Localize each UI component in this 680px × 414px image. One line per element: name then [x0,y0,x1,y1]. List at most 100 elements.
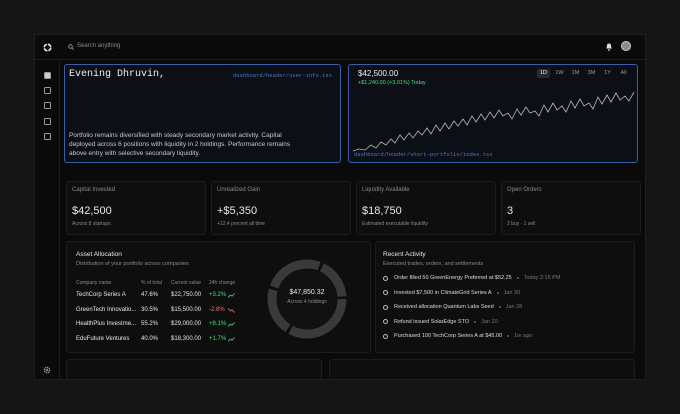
stat-label: Liquidity Available [362,187,410,193]
allocation-title: Asset Allocation [76,251,122,258]
stat-value: +$5,350 [217,205,258,217]
nav-portfolio[interactable] [44,87,51,94]
nav-settings[interactable] [43,366,51,374]
table-cell: 30.5% [141,306,159,313]
greeting-card [64,64,341,163]
stat-value: $18,750 [362,205,402,217]
source-file-label: dashboard/header/user-info.tsx [233,72,333,79]
stat-card [66,181,206,235]
activity-icon [383,290,388,295]
top-bar [35,35,645,60]
activity-row[interactable]: Order filled 50 GreenEnergy Preferred at… [394,275,560,281]
activity-row[interactable]: Invested $7,500 in ClimateGrid Series A J… [394,290,520,296]
greeting-title: Evening Dhruvin, [69,69,166,80]
table-cell: +3.2% [209,292,227,298]
column-header: Company name [76,280,112,286]
separator-dot [474,320,477,323]
stat-card [211,181,351,235]
table-cell: -2.8% [209,306,225,313]
placeholder-card [66,359,322,379]
stat-label: Open Orders [507,187,542,193]
table-cell: 47.6% [141,292,159,298]
portfolio-value: $42,500.00 [358,69,399,78]
activity-text: Invested $7,500 in ClimateGrid Series A [394,289,492,296]
allocation-donut [267,259,347,339]
separator-dot [496,291,499,294]
trend-icon [228,336,235,342]
activity-text: Purchased 100 TechCorp Series A at $45.0… [394,333,503,339]
company-name[interactable]: GreenTech Innovatio... [76,306,137,313]
portfolio-card [348,64,638,163]
portfolio-summary: Portfolio remains diversified with stead… [69,132,291,157]
activity-text: Refund issued SolarEdge STO [394,318,470,325]
trend-icon [228,322,235,327]
activity-icon [383,333,388,339]
stat-label: Unrealized Gain [217,187,261,193]
source-file-label: dashboard/header/short-portfolio/index.t… [354,151,493,158]
range-tab[interactable]: 1W [555,70,564,76]
activity-row[interactable]: Received allocation Quantum Labs Seed Jan… [394,304,522,310]
trend-icon [228,307,235,313]
activity-time: Today 2:15 PM [523,275,561,281]
range-tab[interactable]: All [620,70,627,76]
table-cell: $18,300.00 [171,335,202,342]
activity-text: Received allocation Quantum Labs Seed [394,304,494,310]
separator-dot [516,277,519,279]
logo[interactable] [43,43,52,52]
range-tab[interactable]: 1Y [604,70,611,76]
stat-note: 2 buy · 1 sell [507,221,536,227]
table-cell: 40.0% [141,335,159,342]
activity-time: 1w ago [514,333,532,339]
trend-icon [228,293,235,298]
search-input[interactable]: Search anything [77,43,121,49]
activity-time: Jan 28 [505,304,523,310]
activity-text: Order filled 50 GreenEnergy Preferred at… [394,275,512,281]
company-name[interactable]: HealthPlus Investme... [76,321,137,327]
company-name[interactable]: TechCorp Series A [76,292,126,298]
nav-messages[interactable] [44,102,51,109]
nav-documents[interactable] [44,133,51,140]
separator-dot [498,306,501,308]
activity-icon [383,304,388,310]
sidebar [35,59,60,379]
range-tab[interactable]: 3M [587,70,596,76]
range-tab[interactable]: 1M [571,70,580,76]
activity-panel [375,241,635,353]
activity-row[interactable]: Purchased 100 TechCorp Series A at $45.0… [394,333,532,339]
stat-note: Across 8 startups [72,221,111,227]
activity-row[interactable]: Refund issued SolarEdge STO Jan 20 [394,319,498,325]
portfolio-change: +$1,240.00 (+3.01%) Today [358,80,426,86]
table-cell: $15,500.00 [171,306,202,313]
range-tabs: 1D 1W 1M 3M 1Y All [537,69,630,78]
donut-total: $47,850.32 [289,289,325,296]
company-name[interactable]: EduFuture Ventures [76,335,130,342]
activity-time: Jan 20 [481,318,498,325]
table-cell: +8.1% [209,321,227,327]
stat-note: +12.4 percent all time [217,221,265,227]
activity-subtitle: Executed trades, orders, and settlements [383,261,484,267]
stat-value: 3 [507,205,514,217]
donut-note: Across 4 holdings [287,299,327,305]
range-tab[interactable]: 1D [537,69,550,78]
table-cell: $29,000.00 [171,321,202,327]
table-cell: $22,750.00 [171,292,202,298]
search-icon [68,44,74,50]
stat-value: $42,500 [72,205,112,217]
nav-dashboard[interactable] [44,72,51,79]
allocation-subtitle: Distribution of your portfolio across co… [76,261,189,267]
placeholder-card [329,359,635,379]
table-cell: 55.2% [141,321,159,327]
activity-icon [383,319,388,324]
notification-bell[interactable] [605,42,613,51]
column-header: 24h change [209,280,236,286]
separator-dot [507,335,510,337]
stat-card [501,181,641,235]
avatar[interactable] [621,41,631,51]
app-window: Search anything Evening Dhruvin, dashboa… [34,34,646,380]
nav-orders[interactable] [44,118,51,125]
column-header: % of total [141,280,162,286]
stat-note: Estimated executable liquidity [362,221,428,227]
activity-icon [383,275,388,281]
